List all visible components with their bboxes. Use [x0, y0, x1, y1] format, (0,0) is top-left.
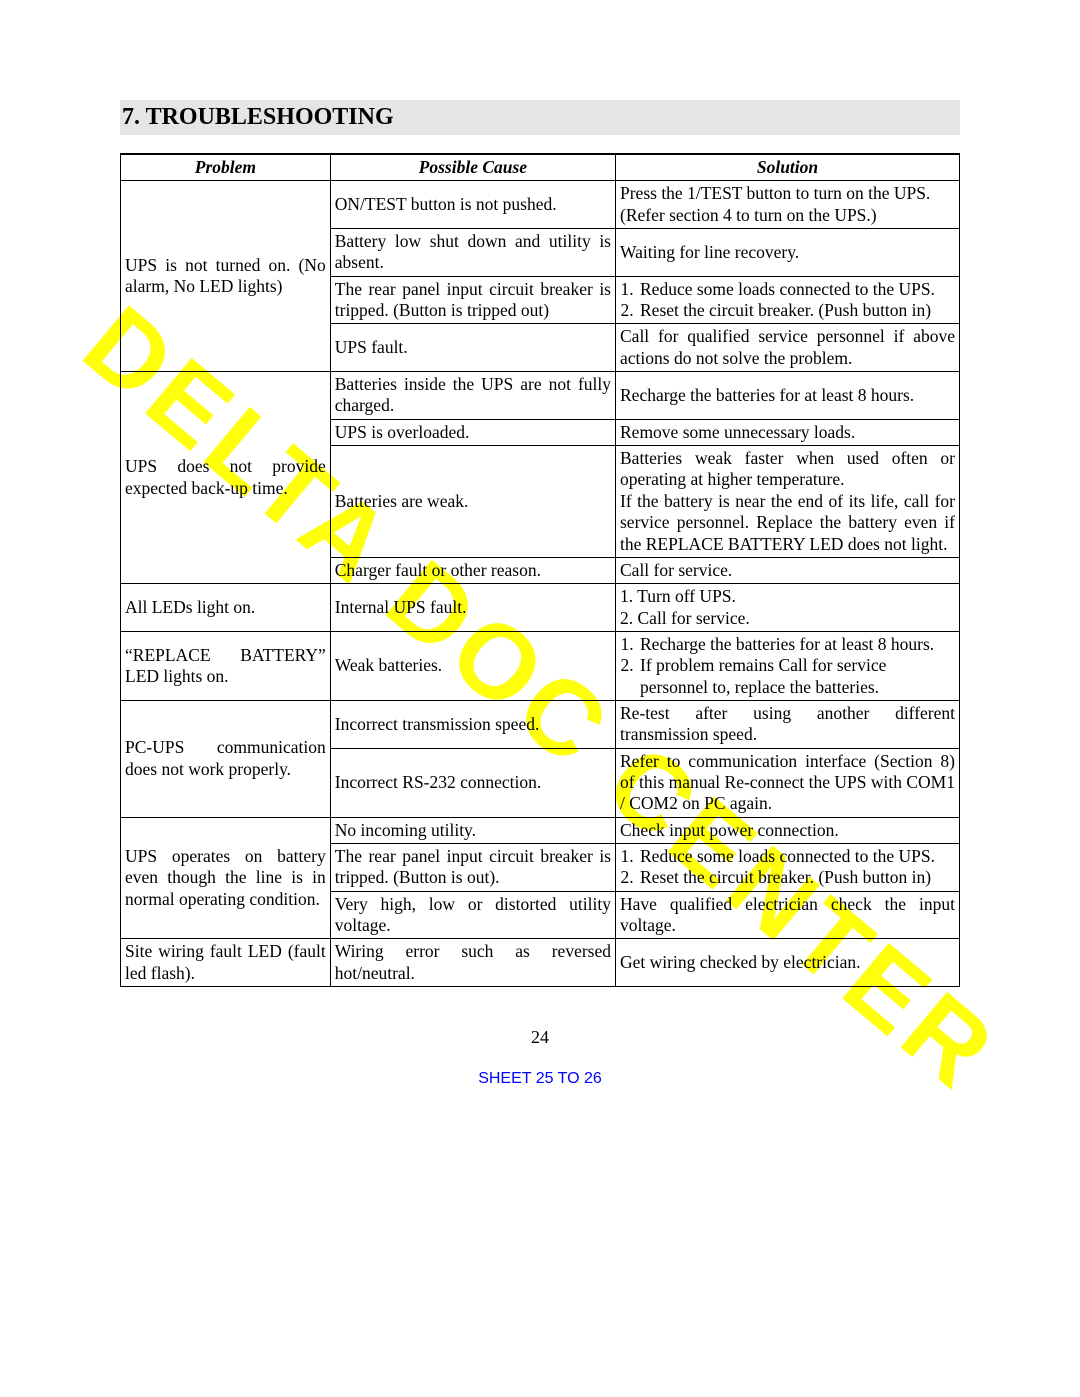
list-item: Reduce some loads connected to the UPS.	[638, 846, 955, 867]
list-item: Recharge the batteries for at least 8 ho…	[638, 634, 955, 655]
cause-cell: Very high, low or distorted utility volt…	[330, 891, 615, 939]
col-solution: Solution	[616, 154, 960, 181]
list-item: Reset the circuit breaker. (Push button …	[638, 867, 955, 888]
troubleshooting-table: Problem Possible Cause Solution UPS is n…	[120, 153, 960, 987]
table-row: Site wiring fault LED (fault led flash).…	[121, 939, 960, 987]
cause-cell: Incorrect transmission speed.	[330, 700, 615, 748]
list-item: Reset the circuit breaker. (Push button …	[638, 300, 955, 321]
solution-cell: Reduce some loads connected to the UPS. …	[616, 843, 960, 891]
table-row: “REPLACE BATTERY” LED lights on. Weak ba…	[121, 631, 960, 700]
table-row: UPS does not provide expected back-up ti…	[121, 372, 960, 420]
cause-cell: Charger fault or other reason.	[330, 557, 615, 583]
problem-cell: UPS does not provide expected back-up ti…	[121, 372, 331, 584]
problem-cell: “REPLACE BATTERY” LED lights on.	[121, 631, 331, 700]
problem-cell: UPS operates on battery even though the …	[121, 817, 331, 939]
cause-cell: Batteries are weak.	[330, 446, 615, 558]
problem-cell: All LEDs light on.	[121, 584, 331, 632]
cause-cell: Batteries inside the UPS are not fully c…	[330, 372, 615, 420]
solution-cell: Re-test after using another different tr…	[616, 700, 960, 748]
table-header-row: Problem Possible Cause Solution	[121, 154, 960, 181]
cause-cell: ON/TEST button is not pushed.	[330, 181, 615, 229]
table-row: UPS is not turned on. (No alarm, No LED …	[121, 181, 960, 229]
page-number: 24	[120, 1027, 960, 1048]
solution-cell: Waiting for line recovery.	[616, 229, 960, 277]
table-row: All LEDs light on. Internal UPS fault. 1…	[121, 584, 960, 632]
sheet-link[interactable]: SHEET 25 TO 26	[120, 1070, 960, 1088]
cause-cell: Incorrect RS-232 connection.	[330, 748, 615, 817]
solution-cell: Batteries weak faster when used often or…	[616, 446, 960, 558]
cause-cell: The rear panel input circuit breaker is …	[330, 276, 615, 324]
problem-cell: PC-UPS communication does not work prope…	[121, 700, 331, 817]
solution-cell: Have qualified electrician check the inp…	[616, 891, 960, 939]
problem-cell: UPS is not turned on. (No alarm, No LED …	[121, 181, 331, 372]
solution-cell: 1. Turn off UPS. 2. Call for service.	[616, 584, 960, 632]
table-row: PC-UPS communication does not work prope…	[121, 700, 960, 748]
cause-cell: Internal UPS fault.	[330, 584, 615, 632]
cause-cell: The rear panel input circuit breaker is …	[330, 843, 615, 891]
cause-cell: Battery low shut down and utility is abs…	[330, 229, 615, 277]
cause-cell: Wiring error such as reversed hot/neutra…	[330, 939, 615, 987]
solution-cell: Call for service.	[616, 557, 960, 583]
list-item: If problem remains Call for service pers…	[638, 655, 955, 698]
cause-cell: Weak batteries.	[330, 631, 615, 700]
solution-cell: Refer to communication interface (Sectio…	[616, 748, 960, 817]
cause-cell: No incoming utility.	[330, 817, 615, 843]
table-row: UPS operates on battery even though the …	[121, 817, 960, 843]
section-heading: 7. TROUBLESHOOTING	[120, 100, 960, 135]
problem-cell: Site wiring fault LED (fault led flash).	[121, 939, 331, 987]
list-item: Reduce some loads connected to the UPS.	[638, 279, 955, 300]
solution-cell: Check input power connection.	[616, 817, 960, 843]
col-problem: Problem	[121, 154, 331, 181]
cause-cell: UPS is overloaded.	[330, 419, 615, 445]
solution-cell: Get wiring checked by electrician.	[616, 939, 960, 987]
solution-cell: Reduce some loads connected to the UPS. …	[616, 276, 960, 324]
solution-cell: Recharge the batteries for at least 8 ho…	[616, 631, 960, 700]
cause-cell: UPS fault.	[330, 324, 615, 372]
col-cause: Possible Cause	[330, 154, 615, 181]
solution-cell: Press the 1/TEST button to turn on the U…	[616, 181, 960, 229]
solution-cell: Remove some unnecessary loads.	[616, 419, 960, 445]
solution-cell: Recharge the batteries for at least 8 ho…	[616, 372, 960, 420]
solution-cell: Call for qualified service personnel if …	[616, 324, 960, 372]
